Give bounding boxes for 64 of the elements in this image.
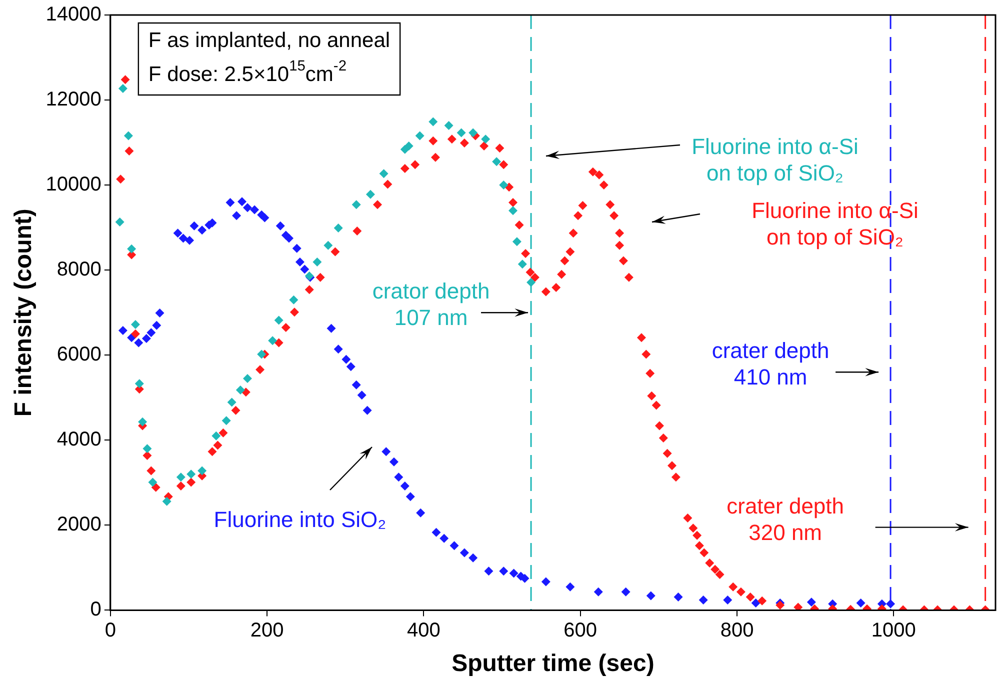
x-tick-label: 0 — [104, 620, 116, 642]
point — [134, 379, 144, 388]
point — [142, 444, 152, 454]
text: Fluorine into α-Si on top of SiO₂ — [752, 198, 918, 250]
point — [242, 374, 252, 383]
point — [198, 466, 207, 476]
y-tick-label: 8000 — [56, 258, 102, 281]
point — [512, 237, 522, 246]
point — [499, 180, 508, 190]
point — [415, 131, 424, 140]
series-label: Fluorine into SiO₂ — [214, 507, 386, 532]
point — [324, 240, 333, 250]
point — [268, 336, 278, 346]
x-tick-label: 200 — [250, 620, 284, 642]
y-tick-label: 0 — [90, 598, 102, 621]
point — [162, 496, 172, 506]
point — [334, 223, 343, 232]
point — [312, 258, 322, 267]
point — [289, 295, 298, 304]
point — [518, 260, 527, 269]
point — [526, 278, 536, 287]
point — [212, 431, 221, 440]
y-tick-label: 2000 — [56, 514, 102, 536]
point — [127, 244, 136, 254]
y-tick-label: 6000 — [56, 344, 102, 366]
point — [274, 316, 284, 325]
ref-line-label: crater depth 410 nm — [712, 338, 830, 390]
point — [481, 134, 490, 144]
y-axis-title: F intensity (count) — [10, 208, 38, 417]
point — [176, 472, 186, 482]
point — [404, 141, 414, 150]
point — [492, 157, 502, 166]
point — [222, 416, 231, 426]
ref-line-label: crater depth 320 nm — [726, 493, 844, 545]
point — [456, 128, 466, 138]
point — [186, 470, 196, 479]
x-tick-label: 400 — [407, 620, 440, 642]
x-tick-label: 1000 — [871, 620, 916, 642]
ref-line-label: crator depth 107 nm — [372, 278, 490, 330]
y-tick-label: 4000 — [56, 428, 102, 451]
point — [379, 169, 388, 178]
annotation: F as implanted, no anneal — [148, 28, 390, 52]
point — [444, 121, 454, 130]
point — [130, 320, 140, 330]
x-tick-label: 800 — [720, 620, 754, 642]
y-tick-label: 10000 — [46, 174, 102, 196]
point — [138, 417, 148, 426]
point — [352, 200, 361, 210]
text: Fluorine into α-Si on top of SiO₂ — [692, 134, 858, 186]
point — [148, 478, 158, 487]
x-axis-title: Sputter time (sec) — [452, 650, 654, 678]
y-tick-label: 14000 — [46, 4, 102, 26]
point — [118, 84, 128, 94]
point — [428, 117, 438, 126]
point — [468, 128, 478, 138]
point — [236, 385, 245, 394]
point — [227, 398, 236, 407]
point — [508, 206, 518, 216]
x-tick-label: 600 — [564, 620, 598, 642]
point — [115, 218, 124, 227]
point — [124, 131, 133, 140]
point — [366, 190, 375, 199]
point — [257, 350, 266, 359]
y-tick-label: 12000 — [46, 88, 102, 111]
